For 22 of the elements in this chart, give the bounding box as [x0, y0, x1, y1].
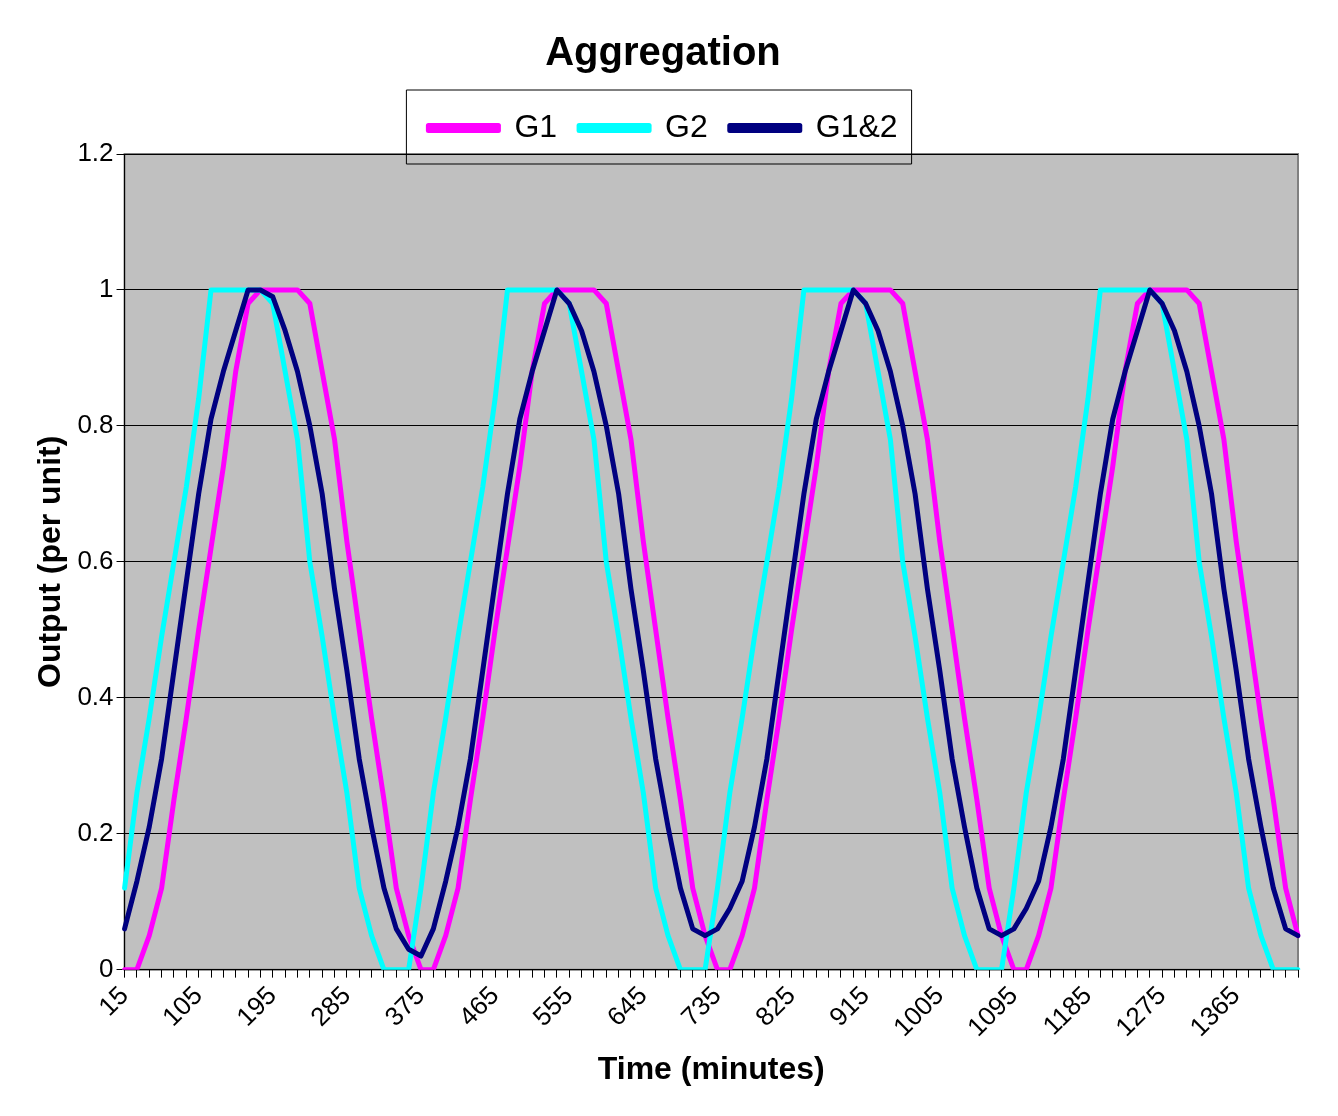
x-tick-label: 825 — [748, 979, 801, 1032]
x-tick-label: 645 — [600, 979, 653, 1032]
x-tick-label: 915 — [823, 979, 875, 1032]
legend-label: G1 — [514, 107, 558, 144]
y-tick-label: 0.8 — [77, 409, 114, 440]
y-tick-label: 0.2 — [77, 816, 114, 847]
y-tick-label: 0.4 — [77, 680, 114, 711]
x-axis-title: Time (minutes) — [597, 1049, 825, 1086]
legend-label: G2 — [665, 107, 708, 144]
y-tick-label: 0.6 — [77, 544, 114, 575]
x-tick-label: 105 — [156, 979, 208, 1032]
y-tick-label: 1 — [99, 273, 114, 304]
y-tick-label: 1.2 — [77, 137, 114, 168]
chart-title: Aggregation — [545, 29, 781, 74]
x-tick-label: 285 — [304, 979, 357, 1032]
legend-label: G1&2 — [815, 107, 898, 144]
y-axis-title: Output (per unit) — [31, 435, 68, 689]
x-tick-label: 465 — [452, 979, 505, 1032]
x-tick-label: 735 — [674, 979, 727, 1032]
x-tick-label: 555 — [526, 979, 579, 1032]
x-tick-label: 195 — [230, 979, 283, 1032]
x-tick-label: 375 — [378, 979, 431, 1032]
